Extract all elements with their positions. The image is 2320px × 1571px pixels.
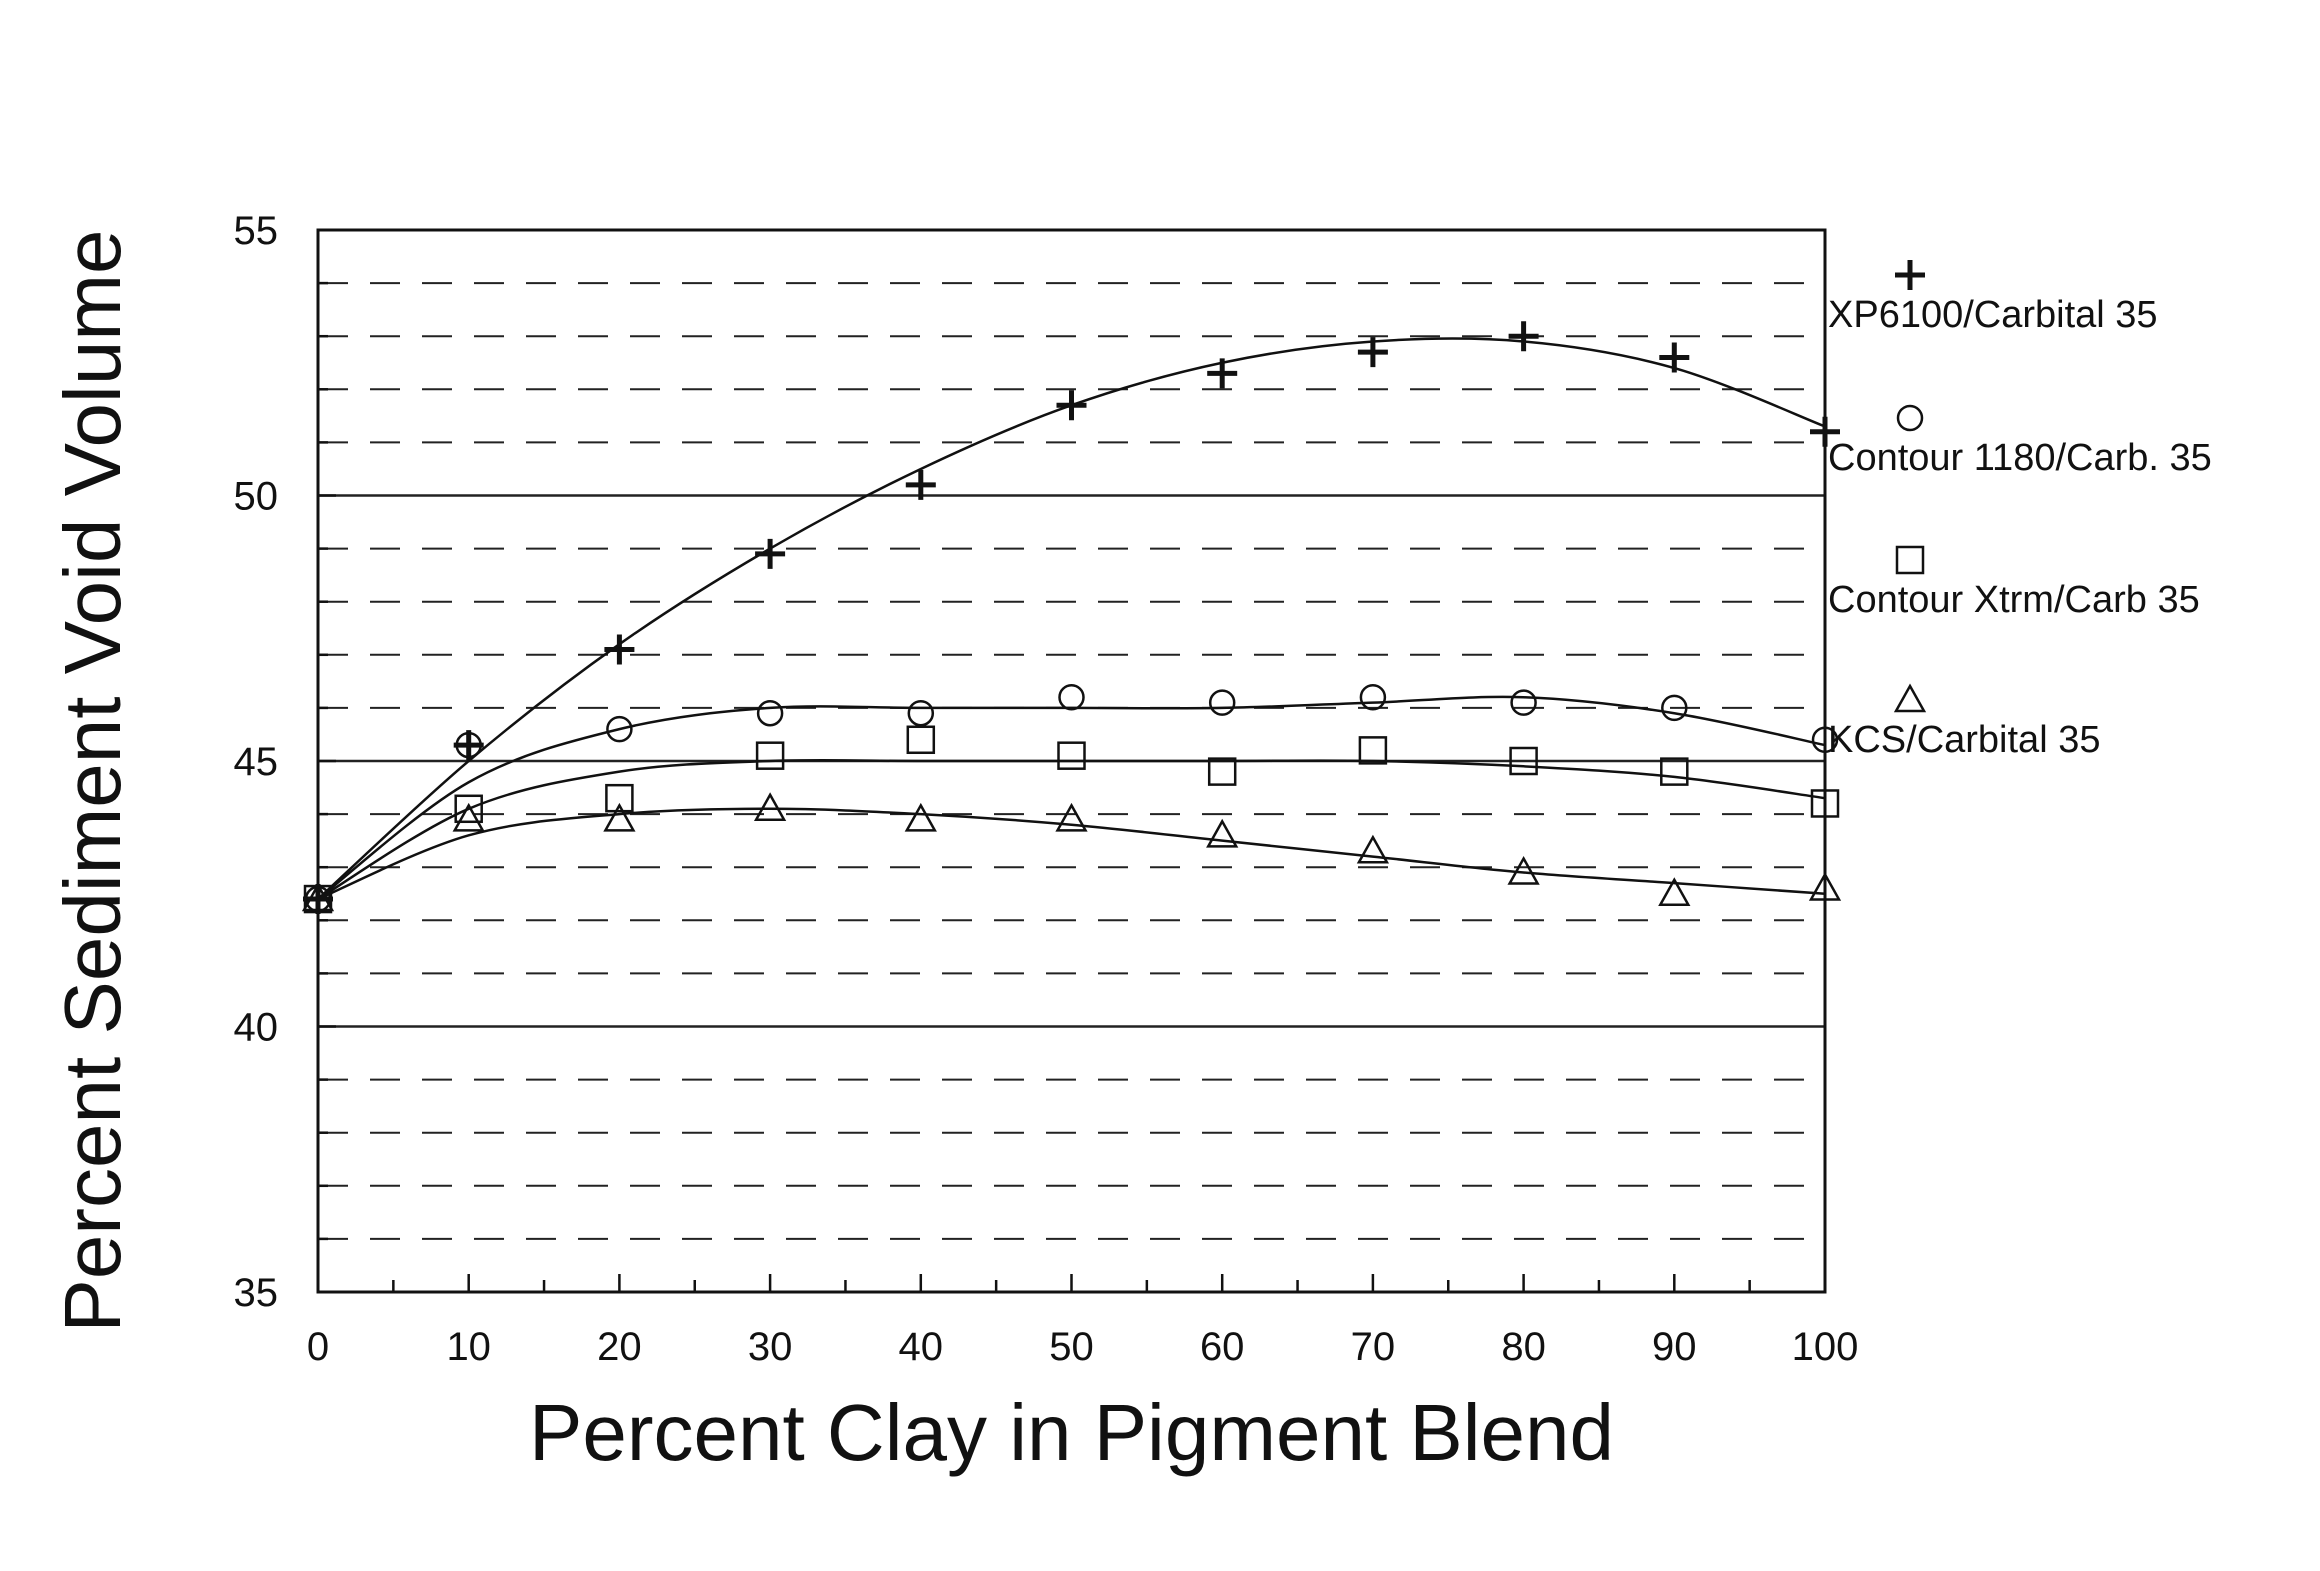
- x-tick-label: 30: [748, 1325, 793, 1369]
- legend-label: Contour 1180/Carb. 35: [1828, 437, 2212, 479]
- data-point-plus: [1057, 390, 1087, 420]
- x-tick-label: 0: [307, 1325, 329, 1369]
- x-tick-label: 70: [1351, 1325, 1396, 1369]
- data-point-circle: [1060, 685, 1084, 709]
- legend: XP6100/Carbital 35 Contour 1180/Carb. 35 C…: [1828, 260, 2212, 761]
- data-point-triangle: [907, 805, 935, 830]
- data-point-plus: [454, 730, 484, 760]
- x-tick-label: 60: [1200, 1325, 1245, 1369]
- axis-ticks: 0 10 20 30 40 50 60 70 80 90 100 35 40 45 50 55: [234, 209, 1859, 1369]
- data-point-circle: [758, 701, 782, 725]
- data-point-circle: [1361, 685, 1385, 709]
- data-point-circle: [1512, 691, 1536, 715]
- y-axis-title: Percent Sediment Void Volume: [48, 230, 137, 1333]
- data-point-plus: [604, 634, 634, 664]
- legend-marker-triangle: [1896, 686, 1924, 711]
- data-point-triangle: [756, 795, 784, 820]
- data-point-square: [1209, 759, 1235, 785]
- legend-marker-plus: [1895, 260, 1925, 290]
- legend-label: KCS/Carbital 35: [1828, 719, 2100, 761]
- data-point-square: [908, 727, 934, 753]
- legend-label: XP6100/Carbital 35: [1828, 294, 2158, 336]
- x-tick-label: 90: [1652, 1325, 1697, 1369]
- fit-curve-circle: [318, 697, 1825, 899]
- data-point-triangle: [605, 805, 633, 830]
- data-point-circle: [909, 701, 933, 725]
- y-tick-label: 50: [234, 475, 279, 519]
- data-point-plus: [1509, 321, 1539, 351]
- y-tick-label: 45: [234, 740, 279, 784]
- x-tick-label: 100: [1792, 1325, 1859, 1369]
- x-axis-title: Percent Clay in Pigment Blend: [529, 1388, 1614, 1477]
- legend-label: Contour Xtrm/Carb 35: [1828, 579, 2200, 621]
- x-tick-label: 10: [446, 1325, 491, 1369]
- legend-marker-square: [1897, 547, 1923, 573]
- y-tick-label: 40: [234, 1006, 279, 1050]
- x-tick-label: 40: [899, 1325, 944, 1369]
- data-point-square: [1059, 743, 1085, 769]
- x-tick-label: 50: [1049, 1325, 1094, 1369]
- data-point-square: [1360, 737, 1386, 763]
- data-point-circle: [1210, 691, 1234, 715]
- legend-marker-circle: [1898, 406, 1922, 430]
- y-tick-label: 55: [234, 209, 279, 253]
- data-point-square: [1661, 759, 1687, 785]
- y-tick-label: 35: [234, 1271, 279, 1315]
- x-tick-label: 80: [1501, 1325, 1546, 1369]
- data-point-plus: [1207, 358, 1237, 388]
- data-point-plus: [1659, 342, 1689, 372]
- data-point-square: [757, 743, 783, 769]
- x-tick-label: 20: [597, 1325, 642, 1369]
- fit-curve-triangle: [318, 809, 1825, 899]
